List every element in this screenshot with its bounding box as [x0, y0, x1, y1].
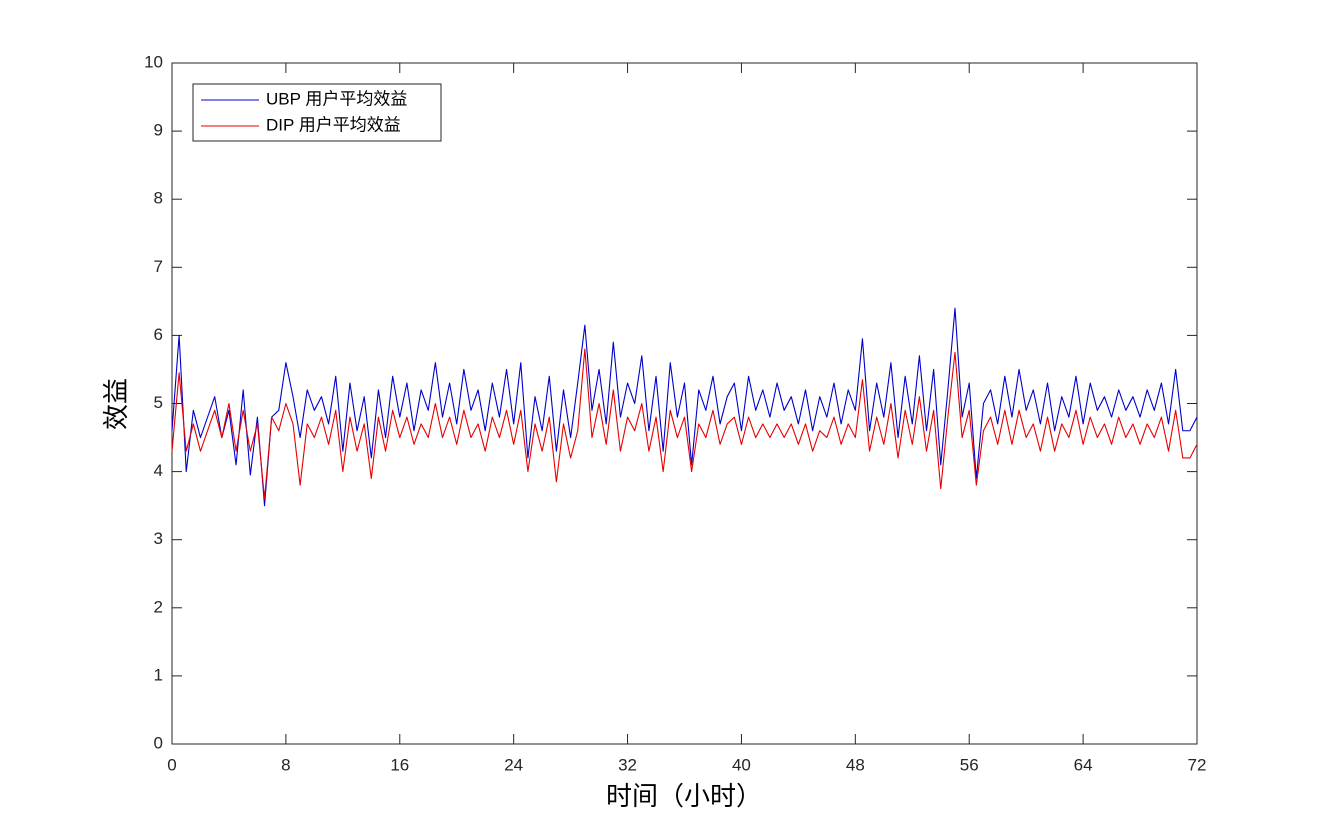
legend-label: DIP 用户平均效益	[266, 115, 401, 134]
data-line	[171, 348, 1198, 500]
y-tick-label: 10	[144, 52, 163, 71]
y-axis-title: 效益	[101, 378, 131, 430]
legend-label: UBP 用户平均效益	[266, 89, 407, 108]
x-axis-title: 时间（小时）	[606, 781, 762, 811]
y-tick-label: 1	[154, 665, 163, 684]
y-tick-label: 7	[154, 257, 163, 276]
y-tick-label: 3	[154, 529, 163, 548]
y-tick-label: 2	[154, 597, 163, 616]
x-tick-label: 16	[390, 755, 409, 774]
x-tick-label: 0	[167, 755, 176, 774]
x-tick-label: 24	[504, 755, 523, 774]
y-tick-label: 5	[154, 393, 163, 412]
plot-frame	[171, 62, 1198, 745]
y-tick-label: 4	[154, 461, 163, 480]
x-tick-label: 48	[846, 755, 865, 774]
x-tick-label: 56	[960, 755, 979, 774]
y-tick-label: 0	[154, 733, 163, 752]
x-tick-label: 72	[1188, 755, 1207, 774]
x-tick-label: 40	[732, 755, 751, 774]
data-line	[171, 307, 1198, 507]
y-tick-label: 6	[154, 325, 163, 344]
legend-box	[192, 83, 442, 142]
x-tick-label: 32	[618, 755, 637, 774]
y-tick-label: 9	[154, 121, 163, 140]
x-tick-label: 64	[1074, 755, 1093, 774]
x-tick-label: 8	[281, 755, 290, 774]
y-tick-label: 8	[154, 189, 163, 208]
